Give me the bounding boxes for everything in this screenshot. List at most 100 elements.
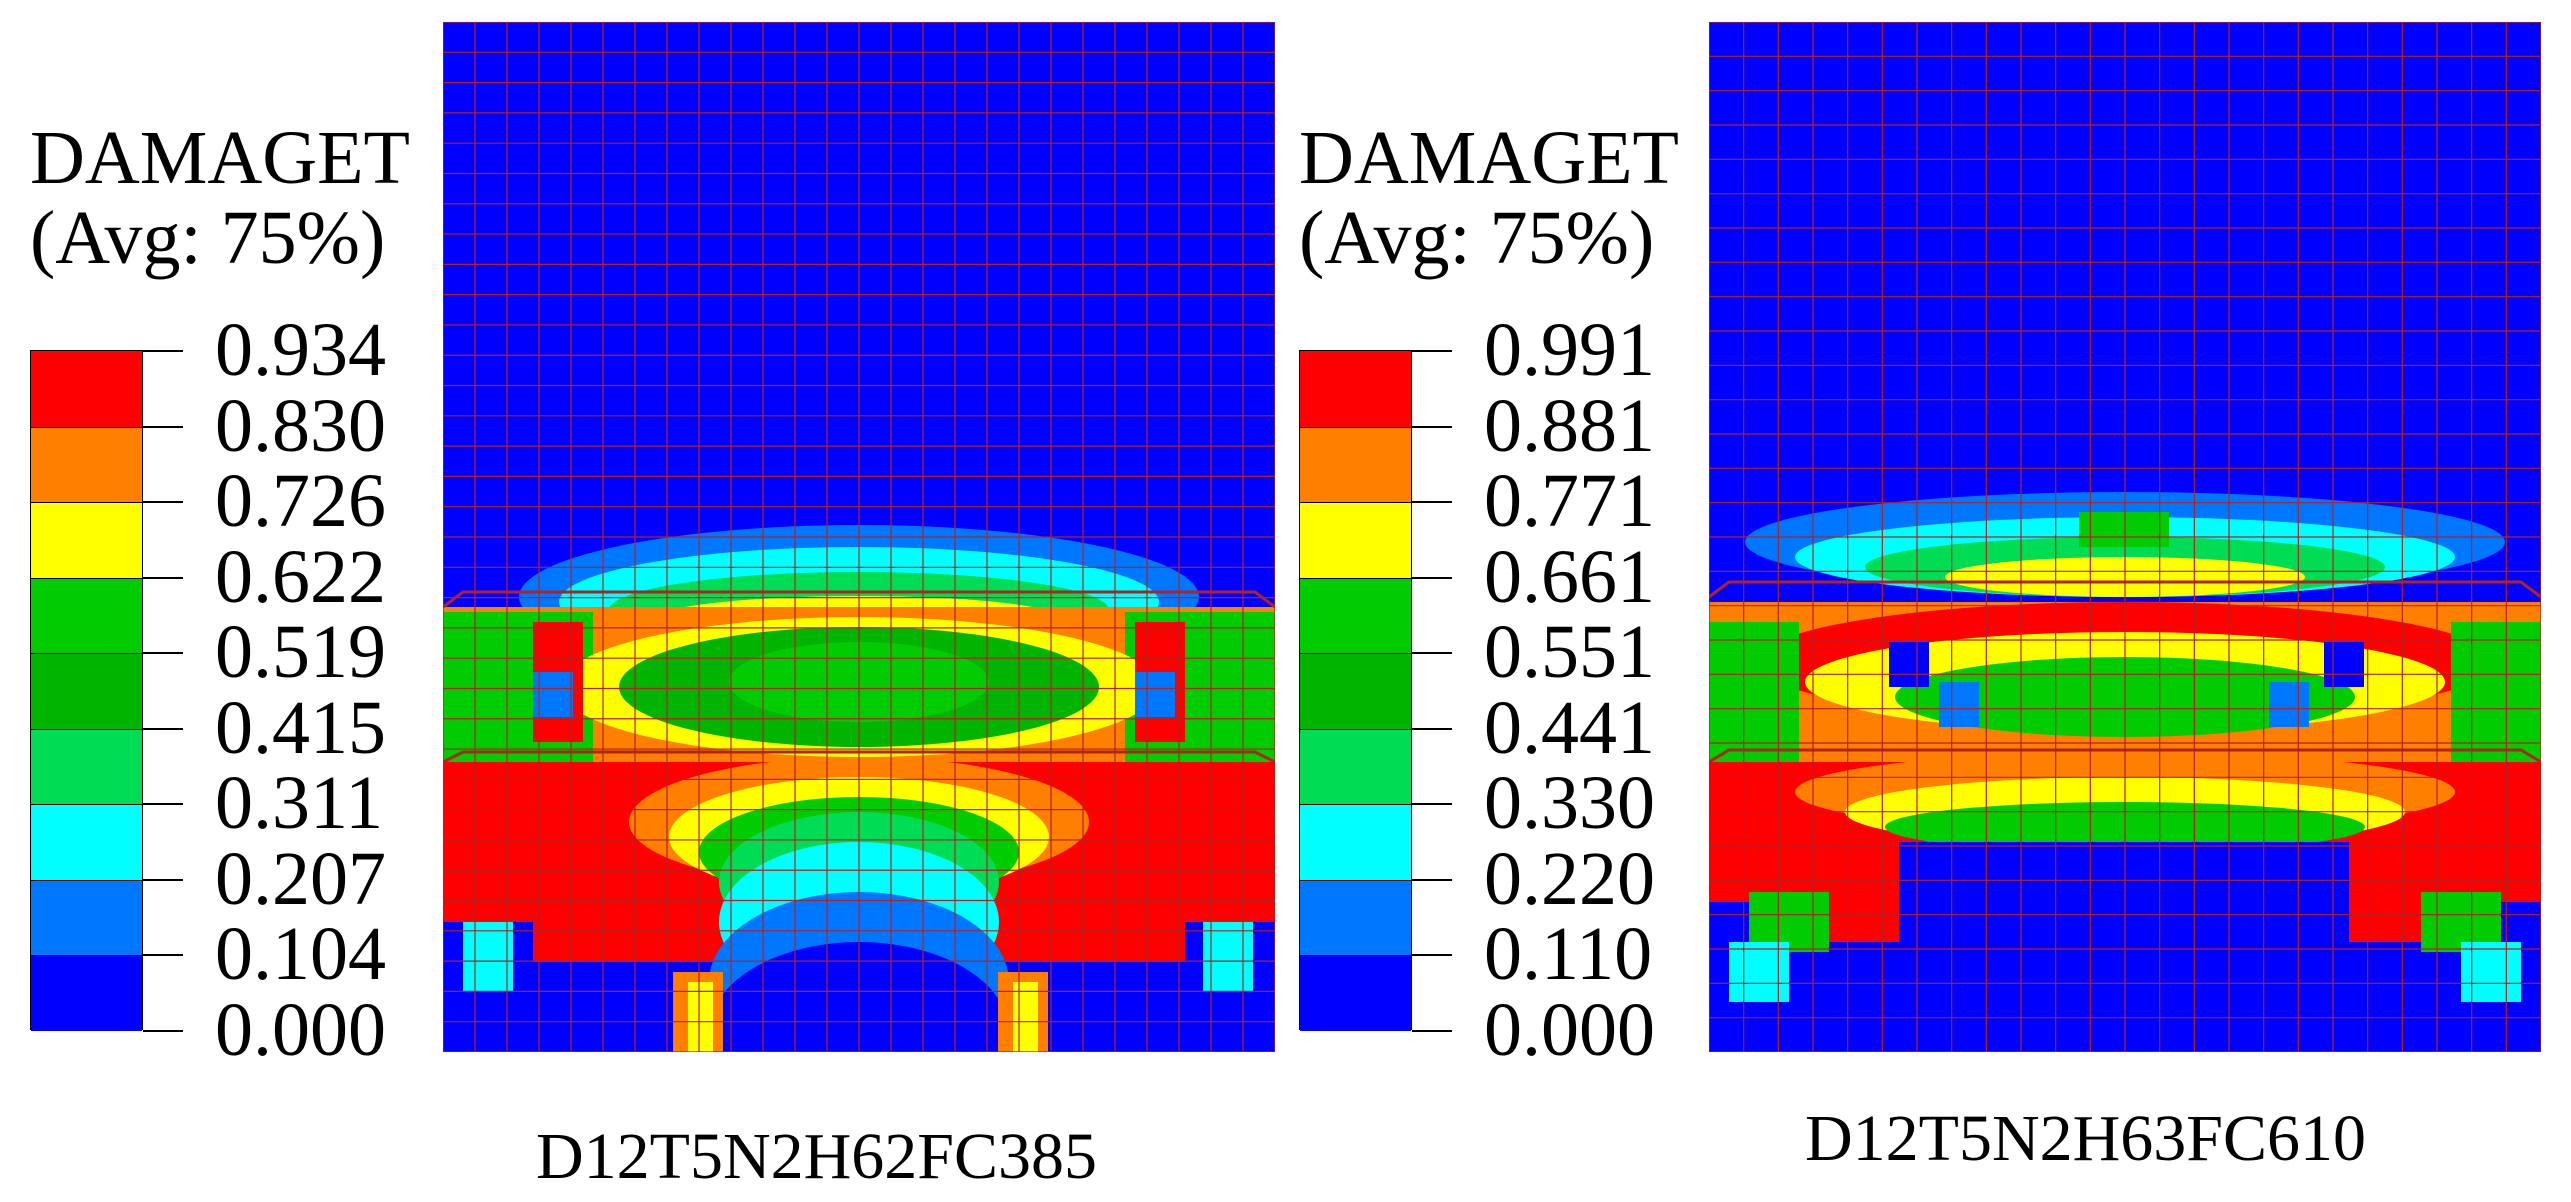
legend-tick: [143, 425, 183, 428]
legend-title: DAMAGET (Avg: 75%): [30, 118, 410, 278]
legend-tick: [1412, 878, 1452, 881]
legend-divider: [31, 804, 142, 806]
legend-divider: [1300, 653, 1411, 655]
damage-contour-image: [1709, 22, 2541, 1052]
legend-tick: [1412, 501, 1452, 504]
contour-plot: [1709, 22, 2541, 1052]
legend-tick: [143, 803, 183, 806]
legend-divider: [31, 577, 142, 579]
legend-tick: [1412, 425, 1452, 428]
deformation-line: [1709, 748, 2541, 764]
damage-zone: [1729, 942, 1789, 1002]
damage-zone: [1899, 842, 2349, 1052]
damage-zone: [2324, 642, 2364, 687]
caption: D12T5N2H63FC610: [1805, 1102, 2367, 1175]
legend-tick: [143, 1030, 183, 1032]
legend-swatch: [1300, 728, 1411, 805]
legend-divider: [31, 653, 142, 655]
deformation-line: [1709, 580, 2541, 599]
legend-swatch: [31, 955, 142, 1031]
damage-zone: [1889, 642, 1929, 687]
legend-swatch: [1300, 879, 1411, 956]
legend-divider: [31, 502, 142, 504]
legend-swatch: [1300, 653, 1411, 729]
legend-title-text: DAMAGET: [30, 116, 410, 200]
legend-tick: [1412, 350, 1452, 352]
legend-swatch: [1300, 955, 1411, 1031]
legend-tick-label: 0.991: [1484, 308, 1655, 392]
damage-zone: [463, 922, 513, 992]
legend-divider: [31, 426, 142, 428]
legend-tick-label: 0.000: [215, 988, 386, 1072]
color-legend-bar: [30, 350, 143, 1031]
legend-tick-label: 0.415: [215, 685, 386, 770]
legend-swatch: [1300, 351, 1411, 427]
legend-swatch: [31, 502, 142, 578]
legend-tick-label: 0.441: [1484, 685, 1655, 770]
legend-divider: [1300, 728, 1411, 730]
legend-swatch: [31, 653, 142, 729]
legend-tick-label: 0.104: [215, 912, 386, 997]
legend-swatch: [1300, 804, 1411, 880]
damage-zone: [1135, 672, 1175, 717]
contour-plot: [443, 22, 1275, 1052]
legend-swatch: [1300, 502, 1411, 578]
legend-tick: [143, 652, 183, 655]
right-panel: DAMAGET (Avg: 75%) 0.991 0.881 0.771 0.661 0…: [1285, 0, 2571, 1202]
legend-swatch: [31, 351, 142, 427]
damage-contour-image: [443, 22, 1275, 1052]
legend-tick-label: 0.934: [215, 308, 386, 392]
legend-tick: [1412, 803, 1452, 806]
legend-tick: [1412, 727, 1452, 730]
legend-divider: [31, 955, 142, 957]
damage-zone: [533, 672, 573, 717]
legend-tick: [143, 878, 183, 881]
damage-zone: [1013, 982, 1038, 1052]
legend-tick: [143, 576, 183, 579]
legend-divider: [31, 728, 142, 730]
legend-divider: [1300, 577, 1411, 579]
damage-zone: [688, 982, 713, 1052]
left-panel: DAMAGET (Avg: 75%) 0.934 0.830 0.726 0.622 0…: [0, 0, 1285, 1202]
legend-divider: [31, 879, 142, 881]
legend-tick: [1412, 652, 1452, 655]
legend-tick-label: 0.726: [215, 459, 386, 544]
legend-tick: [1412, 576, 1452, 579]
color-legend-bar: [1299, 350, 1412, 1031]
legend-tick-label: 0.519: [215, 610, 386, 695]
legend-title-text: DAMAGET: [1299, 116, 1679, 200]
legend-divider: [1300, 955, 1411, 957]
legend-divider: [1300, 879, 1411, 881]
legend-tick-label: 0.311: [215, 761, 384, 846]
damage-zone: [1709, 622, 1799, 762]
legend-swatch: [1300, 577, 1411, 654]
legend-swatch: [31, 577, 142, 654]
legend-swatch: [1300, 426, 1411, 503]
legend-divider: [1300, 426, 1411, 428]
legend-tick-label: 0.000: [1484, 988, 1655, 1072]
legend-tick-label: 0.622: [215, 534, 386, 619]
damage-zone: [2461, 942, 2521, 1002]
legend-tick: [143, 350, 183, 352]
legend-swatch: [31, 804, 142, 880]
legend-tick-label: 0.207: [215, 836, 386, 921]
legend-tick: [143, 954, 183, 957]
legend-swatch: [31, 426, 142, 503]
damage-zone: [2269, 682, 2309, 727]
legend-swatch: [31, 879, 142, 956]
legend-swatch: [31, 728, 142, 805]
legend-subtitle-text: (Avg: 75%): [1299, 196, 1655, 280]
mesh-grid: [443, 22, 1275, 1052]
legend-tick: [1412, 1030, 1452, 1032]
legend-tick: [143, 501, 183, 504]
mesh-grid: [1709, 22, 2541, 1052]
legend-tick-label: 0.110: [1484, 912, 1653, 997]
legend-tick-label: 0.220: [1484, 836, 1655, 921]
deformation-line: [443, 590, 1275, 609]
damage-zone: [2451, 622, 2541, 762]
legend-tick-label: 0.771: [1484, 459, 1655, 544]
caption: D12T5N2H62FC385: [536, 1120, 1098, 1193]
legend-tick-label: 0.661: [1484, 534, 1655, 619]
legend-divider: [1300, 502, 1411, 504]
legend-tick: [1412, 954, 1452, 957]
